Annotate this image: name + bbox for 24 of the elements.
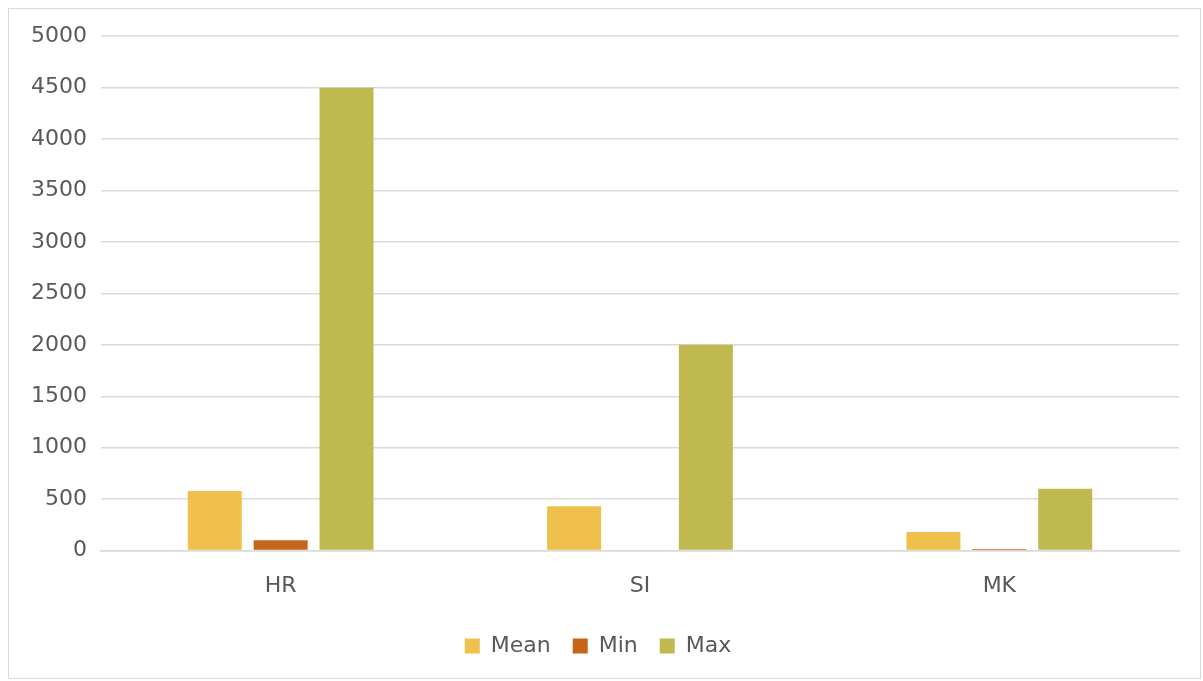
bar: [678, 344, 733, 550]
y-tick-label: 2500: [30, 279, 87, 305]
legend-label: Mean: [490, 631, 551, 657]
x-tick-label: HR: [264, 571, 297, 597]
y-tick-label: 4500: [30, 73, 87, 99]
bar: [187, 490, 242, 550]
bar: [906, 532, 961, 550]
bar: [253, 540, 308, 550]
bar: [547, 506, 602, 550]
x-tick-label: MK: [982, 571, 1017, 597]
y-tick-label: 500: [44, 484, 87, 510]
bar: [319, 87, 374, 550]
y-tick-label: 5000: [30, 21, 87, 47]
y-tick-label: 1000: [30, 433, 87, 459]
x-tick-label: SI: [629, 571, 651, 597]
y-tick-label: 0: [72, 536, 87, 562]
bar: [1038, 488, 1093, 550]
y-tick-label: 1500: [30, 382, 87, 407]
y-tick-label: 4000: [30, 124, 87, 150]
y-tick-label: 2000: [30, 330, 87, 356]
y-tick-label: 3500: [30, 176, 87, 202]
y-tick-label: 3000: [30, 227, 87, 253]
legend-label: Min: [598, 631, 638, 657]
legend-label: Max: [685, 631, 732, 657]
